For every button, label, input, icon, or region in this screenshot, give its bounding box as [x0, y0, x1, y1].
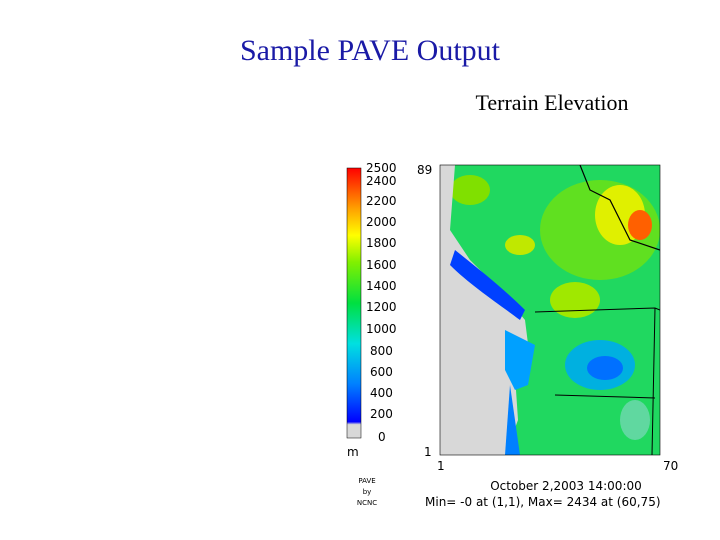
colorbar-label: 600	[370, 365, 393, 379]
colorbar-label: 1800	[366, 236, 397, 250]
slide-title: Sample PAVE Output	[240, 34, 501, 67]
colorbar-label: 2400	[366, 174, 397, 188]
logo: PAVE by NCNC	[357, 477, 377, 507]
x-axis-right: 70	[663, 459, 678, 473]
colorbar-labels: 2500 2400 2200 2000 1800 1600 1400 1200 …	[347, 161, 678, 509]
colorbar-label: 1200	[366, 300, 397, 314]
x-axis-left: 1	[437, 459, 445, 473]
colorbar-label: 2500	[366, 161, 397, 175]
colorbar-label: 2000	[366, 215, 397, 229]
colorbar-label: 800	[370, 344, 393, 358]
y-axis-bottom: 1	[424, 445, 432, 459]
colorbar-unit: m	[347, 445, 359, 459]
stats: Min= -0 at (1,1), Max= 2434 at (60,75)	[425, 495, 661, 509]
logo-line: PAVE	[358, 477, 375, 485]
logo-line: NCNC	[357, 499, 377, 507]
plot-title: Terrain Elevation	[475, 90, 628, 115]
colorbar-label: 1400	[366, 279, 397, 293]
colorbar	[346, 167, 362, 439]
logo-line: by	[363, 488, 372, 496]
y-axis-top: 89	[417, 163, 432, 177]
timestamp: October 2,2003 14:00:00	[490, 479, 642, 493]
colorbar-label: 0	[378, 430, 386, 444]
terrain-map	[440, 165, 660, 455]
colorbar-label: 200	[370, 407, 393, 421]
map-frame	[439, 164, 661, 456]
colorbar-label: 400	[370, 386, 393, 400]
colorbar-label: 1600	[366, 258, 397, 272]
colorbar-label: 2200	[366, 194, 397, 208]
colorbar-label: 1000	[366, 322, 397, 336]
